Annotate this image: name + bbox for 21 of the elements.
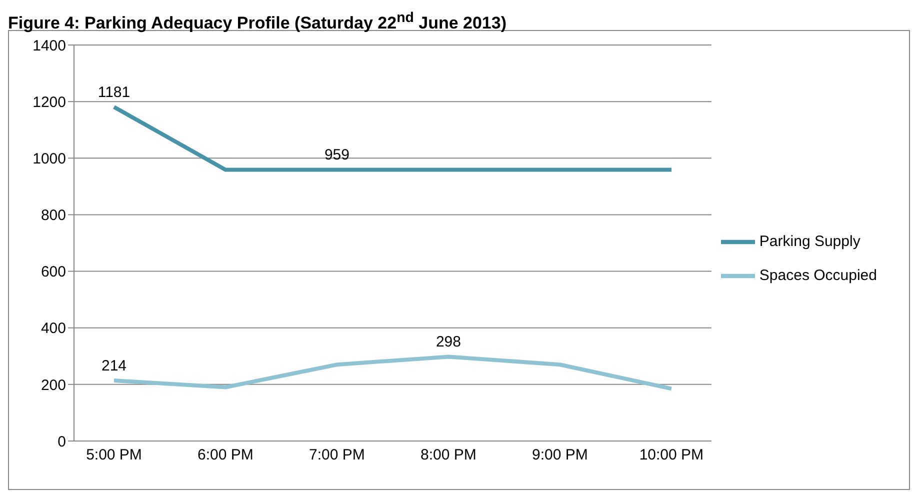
data-label: 298 bbox=[436, 334, 461, 351]
x-tick-label: 9:00 PM bbox=[532, 446, 588, 464]
y-tick-label: 800 bbox=[40, 207, 66, 224]
y-tick-label: 400 bbox=[40, 320, 66, 338]
x-tick-label: 10:00 PM bbox=[639, 446, 704, 464]
y-tick-label: 0 bbox=[58, 433, 66, 450]
y-tick-label: 1000 bbox=[32, 150, 66, 168]
chart-title: Figure 4: Parking Adequacy Profile (Saturday 22$^{nd}$ June 2013) bbox=[8, 10, 506, 33]
x-tick-label: 7:00 PM bbox=[309, 446, 365, 464]
x-tick-label: 5:00 PM bbox=[86, 446, 142, 464]
y-tick-label: 200 bbox=[40, 376, 66, 394]
data-label: 959 bbox=[324, 146, 350, 164]
data-label: 1181 bbox=[98, 84, 130, 101]
legend-label: Parking Supply bbox=[759, 233, 860, 250]
x-tick-label: 6:00 PM bbox=[198, 446, 254, 464]
legend-label: Spaces Occupied bbox=[759, 267, 877, 284]
y-tick-label: 1400 bbox=[32, 37, 66, 54]
y-tick-label: 600 bbox=[40, 264, 66, 281]
x-tick-label: 8:00 PM bbox=[420, 446, 476, 464]
y-tick-label: 1200 bbox=[32, 94, 66, 111]
data-label: 214 bbox=[101, 357, 127, 374]
